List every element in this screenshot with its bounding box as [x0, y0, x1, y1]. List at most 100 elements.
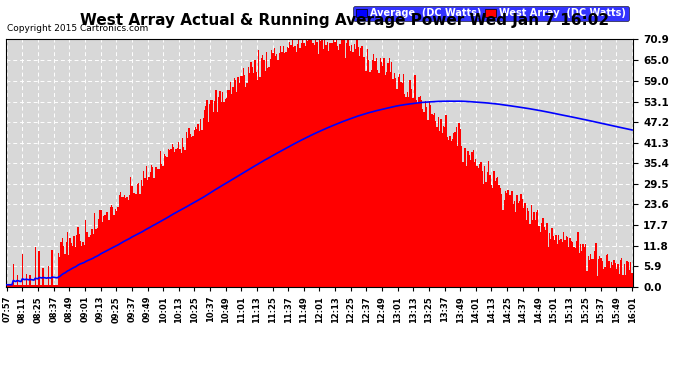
Bar [254, 60, 255, 287]
Bar [505, 191, 506, 287]
Bar [390, 72, 391, 287]
Bar [146, 166, 147, 287]
Bar [169, 150, 170, 287]
Bar [156, 167, 157, 287]
Bar [182, 138, 183, 287]
Bar [193, 130, 195, 287]
Bar [580, 244, 581, 287]
Bar [489, 176, 491, 287]
Bar [433, 116, 434, 287]
Bar [464, 148, 465, 287]
Bar [241, 76, 243, 287]
Bar [545, 230, 546, 287]
Bar [319, 39, 320, 287]
Bar [253, 74, 254, 287]
Bar [61, 238, 63, 287]
Bar [531, 205, 532, 287]
Bar [326, 42, 328, 287]
Bar [259, 76, 261, 287]
Bar [629, 270, 630, 287]
Bar [492, 188, 493, 287]
Bar [362, 46, 363, 287]
Bar [443, 126, 444, 287]
Bar [323, 49, 324, 287]
Bar [219, 91, 221, 287]
Bar [616, 269, 618, 287]
Bar [613, 260, 615, 287]
Bar [301, 43, 302, 287]
Bar [337, 46, 338, 287]
Bar [518, 202, 519, 287]
Bar [458, 123, 460, 287]
Bar [493, 171, 495, 287]
Bar [115, 209, 116, 287]
Bar [143, 171, 144, 287]
Bar [595, 243, 597, 287]
Bar [339, 44, 341, 287]
Bar [231, 94, 233, 287]
Bar [88, 237, 89, 287]
Bar [399, 74, 400, 287]
Bar [403, 74, 404, 287]
Bar [214, 101, 215, 287]
Bar [581, 252, 582, 287]
Bar [513, 204, 514, 287]
Bar [230, 82, 231, 287]
Bar [104, 215, 106, 287]
Bar [27, 285, 28, 287]
Bar [540, 232, 541, 287]
Bar [190, 134, 191, 287]
Bar [532, 220, 533, 287]
Bar [491, 185, 492, 287]
Bar [66, 242, 67, 287]
Bar [144, 178, 146, 287]
Bar [227, 90, 228, 287]
Bar [92, 234, 94, 287]
Bar [482, 171, 483, 287]
Bar [170, 149, 172, 287]
Bar [314, 45, 315, 287]
Bar [515, 212, 517, 287]
Bar [514, 201, 515, 287]
Bar [210, 100, 212, 287]
Bar [342, 39, 344, 287]
Bar [496, 178, 497, 287]
Bar [355, 50, 356, 287]
Bar [344, 39, 345, 287]
Bar [363, 57, 364, 287]
Bar [411, 89, 412, 287]
Bar [41, 285, 42, 287]
Bar [75, 247, 76, 287]
Bar [172, 147, 174, 287]
Bar [72, 246, 73, 287]
Bar [388, 58, 390, 287]
Bar [153, 178, 155, 287]
Bar [418, 97, 420, 287]
Bar [448, 140, 449, 287]
Bar [384, 58, 385, 287]
Bar [368, 60, 369, 287]
Bar [215, 90, 217, 287]
Bar [591, 259, 593, 287]
Bar [630, 262, 631, 287]
Bar [130, 177, 132, 287]
Bar [168, 149, 169, 287]
Bar [244, 75, 245, 287]
Bar [54, 285, 55, 287]
Bar [406, 92, 408, 287]
Bar [609, 268, 611, 287]
Bar [313, 44, 314, 287]
Bar [249, 73, 250, 287]
Bar [59, 258, 61, 287]
Bar [191, 137, 193, 287]
Bar [519, 201, 520, 287]
Bar [147, 180, 148, 287]
Bar [520, 195, 522, 287]
Bar [315, 39, 316, 287]
Bar [618, 274, 620, 287]
Bar [424, 112, 425, 287]
Bar [354, 44, 355, 287]
Bar [578, 253, 580, 287]
Bar [34, 247, 36, 287]
Bar [17, 275, 18, 287]
